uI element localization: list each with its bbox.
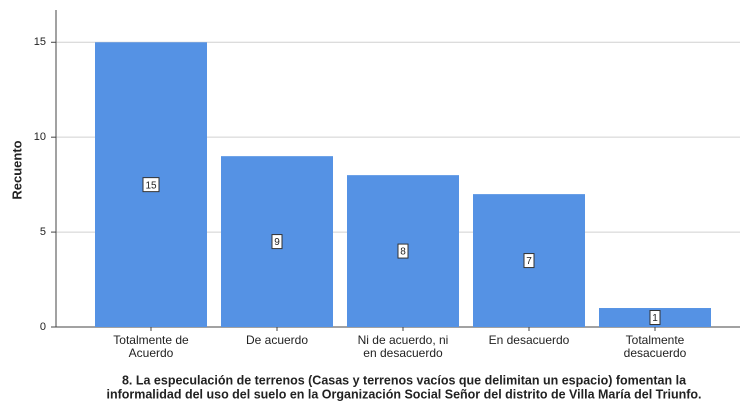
x-tick-label: En desacuerdo [489,333,570,347]
x-tick-label: en desacuerdo [363,346,443,360]
y-tick-label: 5 [40,226,46,238]
data-label-box [649,310,661,326]
y-tick-label: 0 [40,321,46,333]
y-tick-label: 15 [34,36,46,48]
x-tick-label: Acuerdo [129,346,174,360]
x-tick-label: Totalmente de [113,333,189,347]
data-label-box [142,177,160,193]
x-tick-label: Ni de acuerdo, ni [358,333,449,347]
data-label-box [523,253,535,269]
y-tick-label: 10 [34,131,46,143]
data-label: 8 [400,247,406,258]
x-tick-label: desacuerdo [624,346,687,360]
data-label: 7 [526,256,532,267]
data-label: 15 [145,180,157,191]
y-axis-label: Recuento [9,140,24,199]
chart-title: informalidad del uso del suelo en la Org… [106,387,701,401]
chart-title: 8. La especulación de terrenos (Casas y … [122,373,687,387]
data-label-box [271,234,283,250]
data-label-box [397,243,409,259]
data-label: 9 [274,237,280,248]
data-label: 1 [652,313,658,324]
x-tick-label: De acuerdo [246,333,308,347]
x-tick-label: Totalmente [626,333,685,347]
